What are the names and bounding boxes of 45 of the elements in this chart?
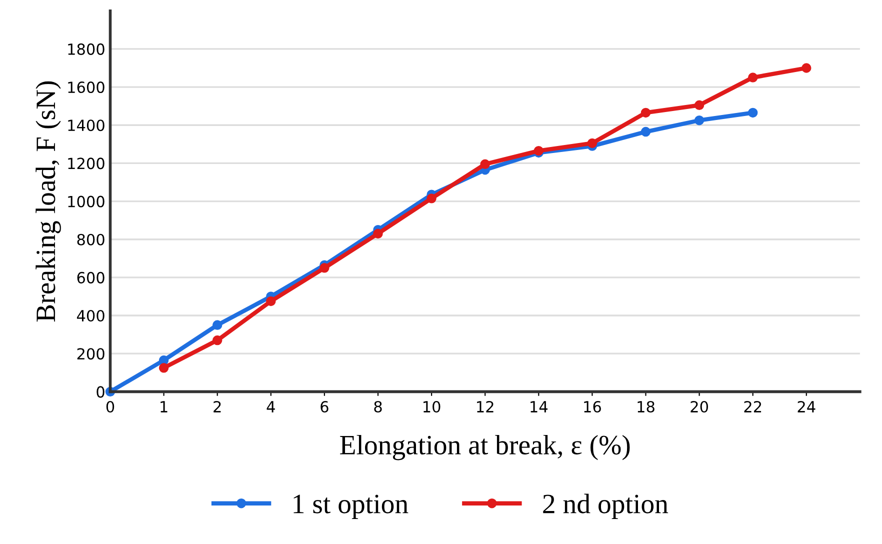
y-tick-label: 200: [77, 348, 104, 360]
point: [212, 335, 222, 346]
y-tick-label: 600: [77, 272, 104, 284]
x-tick-label: 22: [744, 400, 762, 412]
x-tick-label: 8: [374, 400, 382, 413]
point: [802, 63, 812, 73]
y-tick-label: 1400: [68, 120, 104, 132]
x-axis-title: Elongation at break, ε (%): [340, 434, 630, 460]
x-tick-label: 20: [690, 400, 708, 413]
y-tick-label: 400: [76, 310, 104, 322]
point: [373, 228, 383, 239]
x-tick-label: 16: [584, 400, 601, 413]
x-tick-label: 2: [214, 400, 221, 412]
point: [748, 72, 758, 82]
y-tick-label: 800: [77, 234, 104, 246]
point: [212, 320, 222, 330]
x-tick-label: 10: [424, 400, 440, 413]
x-tick-label: 6: [320, 400, 328, 413]
x-tick-label: 12: [477, 400, 494, 412]
x-tick-label: 1: [160, 401, 168, 412]
y-tick-label: 1600: [68, 82, 104, 94]
point: [158, 363, 169, 373]
x-tick-label: 24: [798, 400, 816, 412]
x-tick-label: 4: [266, 401, 275, 412]
y-tick-label: 1000: [68, 196, 104, 208]
point: [320, 263, 330, 273]
point: [640, 108, 651, 118]
legend-label: 2 nd option: [543, 494, 668, 519]
point: [748, 108, 758, 118]
point: [158, 355, 169, 366]
y-tick-label: 1800: [68, 43, 104, 55]
point: [480, 159, 490, 170]
point: [426, 194, 436, 204]
point: [587, 138, 598, 148]
y-axis-title: Breaking load, F (sN): [36, 81, 61, 322]
x-tick-label: 0: [106, 400, 114, 413]
x-tick-label: 18: [638, 400, 654, 413]
y-tick-label: 1200: [68, 158, 104, 170]
point: [640, 126, 651, 137]
y-tick-label: 0: [96, 386, 104, 398]
x-tick-label: 14: [530, 401, 548, 412]
point: [694, 116, 704, 126]
point: [694, 100, 704, 110]
legend-label: 1 st option: [294, 494, 408, 519]
point: [266, 296, 276, 306]
